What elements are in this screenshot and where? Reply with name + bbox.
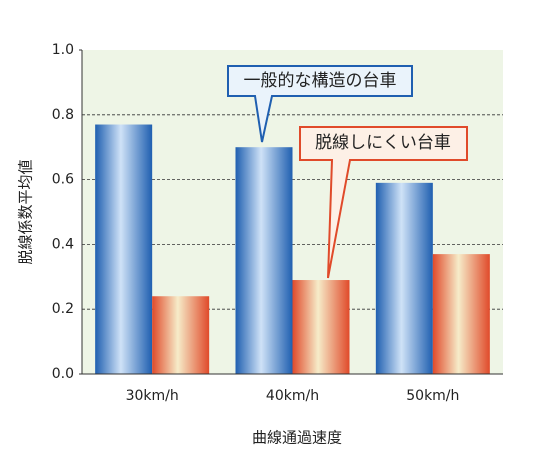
legend-callout: 一般的な構造の台車: [227, 65, 413, 143]
y-tick-label: 0.2: [52, 301, 74, 317]
bar: [152, 296, 210, 374]
x-tick-label: 30km/h: [126, 388, 179, 404]
bar: [432, 254, 490, 374]
bar: [95, 124, 153, 375]
bar: [292, 280, 350, 374]
y-axis-label: 脱線係数平均値: [17, 159, 35, 264]
y-tick-label: 0.4: [52, 236, 74, 252]
x-tick-label: 50km/h: [406, 388, 459, 404]
legend-box: [227, 65, 413, 143]
legend-box: [299, 126, 468, 279]
y-tick-label: 0.8: [52, 107, 74, 123]
legend-callout: 脱線しにくい台車: [299, 126, 468, 279]
bar: [235, 147, 293, 374]
y-tick-label: 0.0: [52, 366, 74, 382]
y-tick-label: 0.6: [52, 172, 74, 188]
x-tick-label: 40km/h: [266, 388, 319, 404]
x-axis-label: 曲線通過速度: [252, 429, 342, 447]
legend-label: 一般的な構造の台車: [244, 71, 397, 91]
bar: [375, 182, 433, 374]
legend-label: 脱線しにくい台車: [315, 133, 451, 153]
y-tick-label: 1.0: [52, 42, 74, 58]
